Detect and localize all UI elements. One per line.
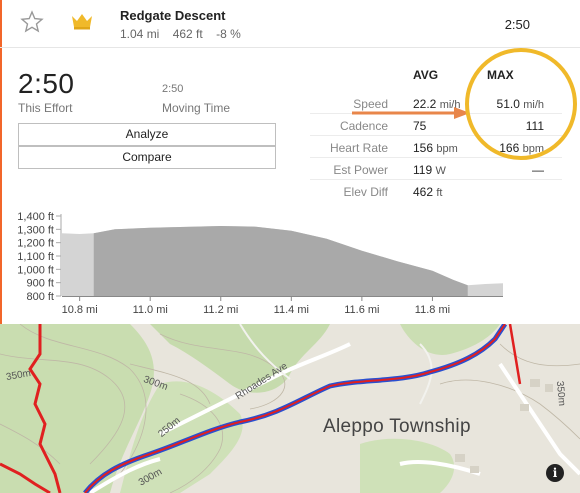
crown-icon — [70, 12, 94, 35]
y-tick-label: 1,300 ft — [17, 224, 54, 236]
stat-avg: 22.2 mi/h — [413, 97, 461, 111]
stat-avg: 462 ft — [413, 185, 443, 199]
map-terrain — [0, 324, 580, 493]
stat-label: Heart Rate — [329, 141, 388, 155]
accent-edge — [0, 0, 2, 330]
star-icon[interactable] — [20, 10, 44, 39]
map-place-label: Aleppo Township — [323, 416, 471, 437]
segment-header: Redgate Descent 1.04 mi 462 ft -8 % 2:50 — [0, 0, 580, 48]
max-highlight-ring — [465, 48, 577, 160]
x-tick-label: 11.4 mi — [274, 304, 309, 316]
segment-name[interactable]: Redgate Descent — [120, 8, 226, 23]
segment-grade: -8 % — [216, 27, 241, 41]
x-tick-label: 11.6 mi — [344, 304, 379, 316]
stat-label: Est Power — [333, 163, 388, 177]
stat-avg: 75 — [413, 119, 427, 133]
segment-stats: 1.04 mi 462 ft -8 % — [120, 27, 251, 41]
y-tick-label: 1,200 ft — [17, 238, 54, 250]
stat-label: Speed — [353, 97, 388, 111]
x-tick-label: 11.8 mi — [415, 304, 450, 316]
x-tick-label: 11.2 mi — [203, 304, 238, 316]
route-map[interactable]: Rhoades Ave 350m 300m 250m 300m 350m Ale… — [0, 324, 580, 493]
effort-time: 2:50 — [18, 68, 75, 99]
stat-avg: 119 W — [413, 163, 446, 177]
moving-time: 2:50 — [162, 83, 184, 95]
x-tick-label: 10.8 mi — [62, 304, 98, 316]
elevation-chart[interactable]: 1,400 ft 1,300 ft 1,200 ft 1,100 ft 1,000 ft… — [0, 208, 580, 323]
compare-button[interactable]: Compare — [18, 146, 276, 169]
y-tick-label: 900 ft — [26, 278, 54, 290]
segment-elevation: 462 ft — [172, 27, 203, 41]
moving-time-label: Moving Time — [162, 101, 231, 115]
effort-time-label: This Effort — [18, 101, 73, 115]
stat-label: Cadence — [339, 119, 388, 133]
contour-label: 350m — [553, 380, 568, 407]
analyze-button[interactable]: Analyze — [18, 123, 276, 146]
stat-max: — — [532, 163, 544, 177]
y-tick-label: 1,000 ft — [17, 264, 54, 276]
info-icon[interactable]: i — [546, 464, 564, 482]
segment-distance: 1.04 mi — [120, 27, 160, 41]
avg-header: AVG — [413, 68, 439, 82]
stat-row-est-power: Est Power 119 W — — [310, 158, 562, 180]
y-tick-label: 1,400 ft — [17, 211, 54, 223]
stat-label: Elev Diff — [343, 185, 388, 199]
stat-avg: 156 bpm — [413, 141, 458, 155]
elevation-area-segment — [93, 226, 468, 296]
x-tick-label: 11.0 mi — [133, 304, 168, 316]
segment-time: 2:50 — [504, 17, 530, 32]
y-tick-label: 1,100 ft — [17, 251, 54, 263]
stat-row-elev-diff: Elev Diff 462 ft — [310, 180, 562, 202]
y-tick-label: 800 ft — [26, 291, 54, 303]
